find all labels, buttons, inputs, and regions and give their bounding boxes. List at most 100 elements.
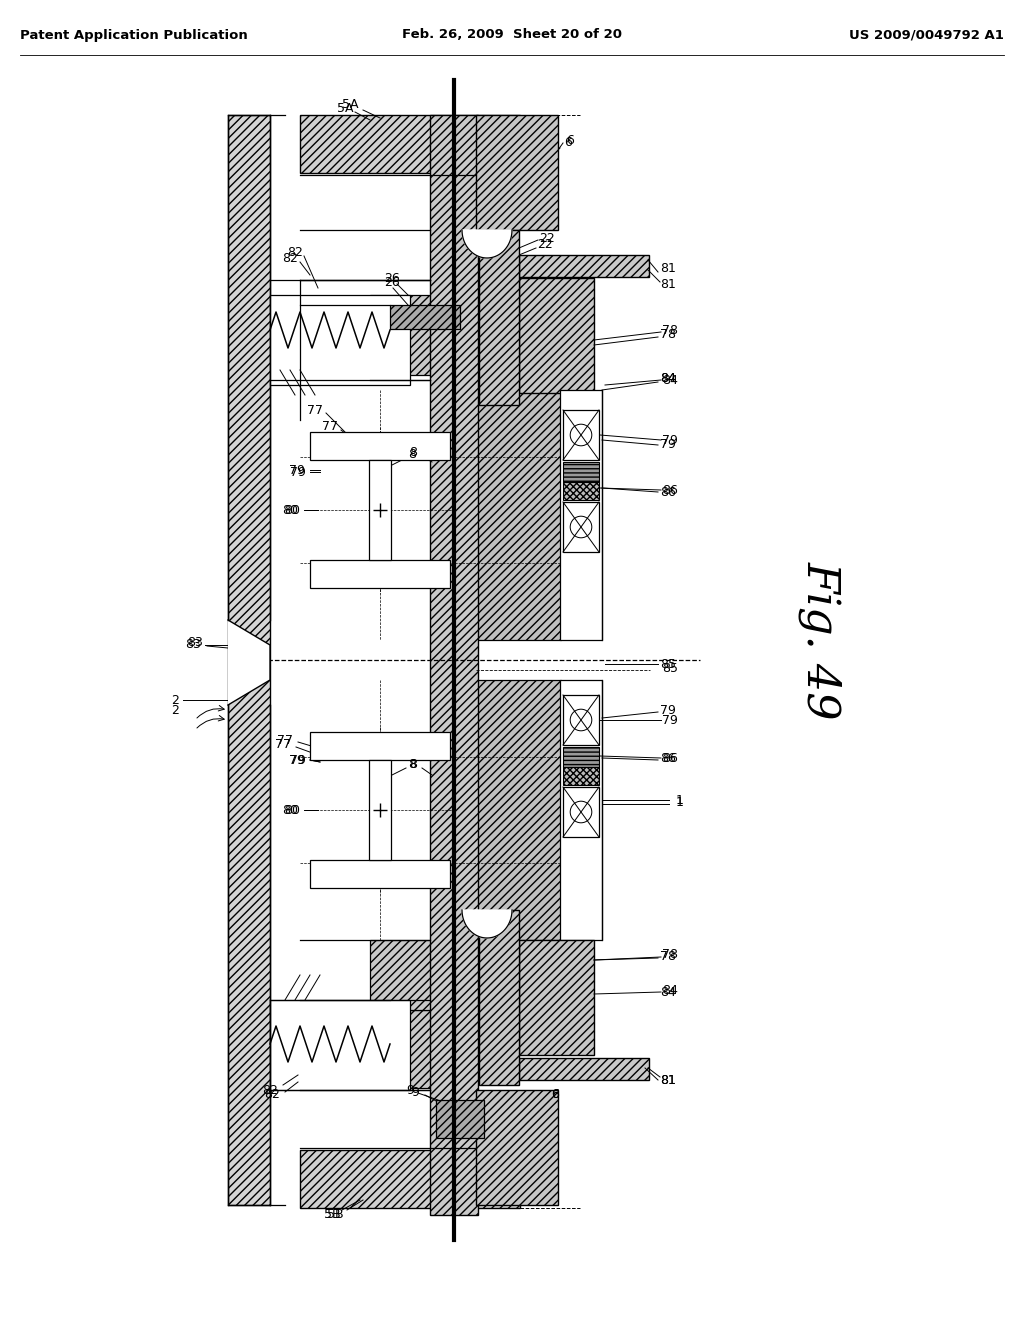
Bar	[369, 760, 391, 861]
Bar	[563, 767, 599, 785]
Bar	[370, 940, 432, 1010]
Bar	[563, 462, 599, 482]
Text: 79: 79	[660, 438, 676, 451]
Text: 81: 81	[660, 279, 676, 292]
Bar	[390, 305, 460, 329]
Text: 2: 2	[171, 693, 179, 706]
Text: 1: 1	[676, 793, 684, 807]
Text: 78: 78	[660, 949, 676, 962]
Bar	[519, 940, 594, 1055]
Text: 81: 81	[660, 261, 676, 275]
Text: 8: 8	[408, 759, 416, 771]
Text: 5A: 5A	[342, 99, 358, 111]
Text: 82: 82	[262, 1084, 278, 1097]
Bar	[476, 115, 558, 230]
Text: Patent Application Publication: Patent Application Publication	[20, 29, 248, 41]
Text: 2: 2	[171, 704, 179, 717]
Text: 5B: 5B	[327, 1209, 343, 1221]
Text: 79: 79	[663, 433, 678, 446]
Text: 78: 78	[660, 329, 676, 342]
Text: 82: 82	[264, 1089, 280, 1101]
Text: 80: 80	[284, 804, 300, 817]
Bar	[436, 1100, 484, 1138]
Text: 79: 79	[663, 714, 678, 726]
Text: 6: 6	[551, 1089, 559, 1101]
Bar	[310, 432, 450, 459]
Text: 79: 79	[290, 754, 306, 767]
Bar	[476, 1090, 558, 1205]
Bar	[519, 1059, 649, 1080]
Text: 85: 85	[660, 657, 676, 671]
Text: Feb. 26, 2009  Sheet 20 of 20: Feb. 26, 2009 Sheet 20 of 20	[402, 29, 622, 41]
Bar	[563, 787, 599, 837]
Bar	[430, 115, 478, 1214]
Text: 80: 80	[282, 503, 298, 516]
Bar	[310, 733, 450, 760]
Polygon shape	[462, 230, 512, 257]
Text: 80: 80	[282, 804, 298, 817]
Text: 77: 77	[307, 404, 323, 417]
Bar	[519, 255, 649, 277]
Text: 79: 79	[289, 463, 305, 477]
Text: 80: 80	[284, 503, 300, 516]
Text: 8: 8	[409, 446, 417, 458]
Bar	[519, 279, 594, 393]
Text: 82: 82	[282, 252, 298, 264]
Text: 79: 79	[660, 704, 676, 717]
Text: 86: 86	[660, 751, 676, 764]
Text: 84: 84	[663, 374, 678, 387]
Text: 6: 6	[564, 136, 572, 149]
Polygon shape	[228, 620, 270, 705]
Text: 5A: 5A	[337, 102, 353, 115]
Bar	[476, 389, 561, 640]
Bar	[560, 389, 602, 640]
Text: 79: 79	[290, 466, 306, 479]
Text: 86: 86	[663, 751, 678, 764]
Bar	[563, 502, 599, 552]
Polygon shape	[462, 909, 512, 939]
Text: 84: 84	[660, 371, 676, 384]
Text: 78: 78	[662, 323, 678, 337]
Bar	[369, 459, 391, 560]
Text: 8: 8	[408, 449, 416, 462]
Text: 9: 9	[407, 1084, 414, 1097]
Text: 5B: 5B	[324, 1209, 340, 1221]
Bar	[563, 482, 599, 500]
Text: 84: 84	[660, 986, 676, 998]
Text: 86: 86	[663, 483, 678, 496]
Text: 1: 1	[676, 796, 684, 808]
Text: 78: 78	[662, 949, 678, 961]
Bar	[270, 1001, 410, 1090]
Text: 26: 26	[384, 276, 400, 289]
Text: 83: 83	[187, 636, 203, 649]
Text: 77: 77	[278, 734, 293, 747]
Text: 6: 6	[566, 133, 573, 147]
Text: 84: 84	[663, 983, 678, 997]
Bar	[479, 230, 519, 405]
Text: 86: 86	[660, 486, 676, 499]
Bar	[563, 747, 599, 767]
Text: 85: 85	[662, 661, 678, 675]
Bar	[476, 680, 561, 940]
Text: 79: 79	[289, 754, 305, 767]
Text: 77: 77	[322, 421, 338, 433]
Text: US 2009/0049792 A1: US 2009/0049792 A1	[849, 29, 1004, 41]
Bar	[370, 1010, 432, 1088]
Text: 82: 82	[287, 246, 303, 259]
Bar	[310, 560, 450, 587]
Bar	[563, 411, 599, 459]
Bar	[228, 115, 270, 1205]
Bar	[270, 294, 410, 385]
Text: 81: 81	[660, 1073, 676, 1086]
Text: 8: 8	[409, 759, 417, 771]
Text: 22: 22	[539, 231, 555, 244]
Bar	[563, 696, 599, 744]
Bar	[310, 861, 450, 888]
Bar	[300, 115, 520, 173]
Text: 9: 9	[411, 1085, 419, 1098]
Bar	[370, 294, 432, 375]
Bar	[300, 1150, 520, 1208]
Text: 77: 77	[275, 738, 291, 751]
Text: 22: 22	[538, 239, 553, 252]
Bar	[560, 680, 602, 940]
